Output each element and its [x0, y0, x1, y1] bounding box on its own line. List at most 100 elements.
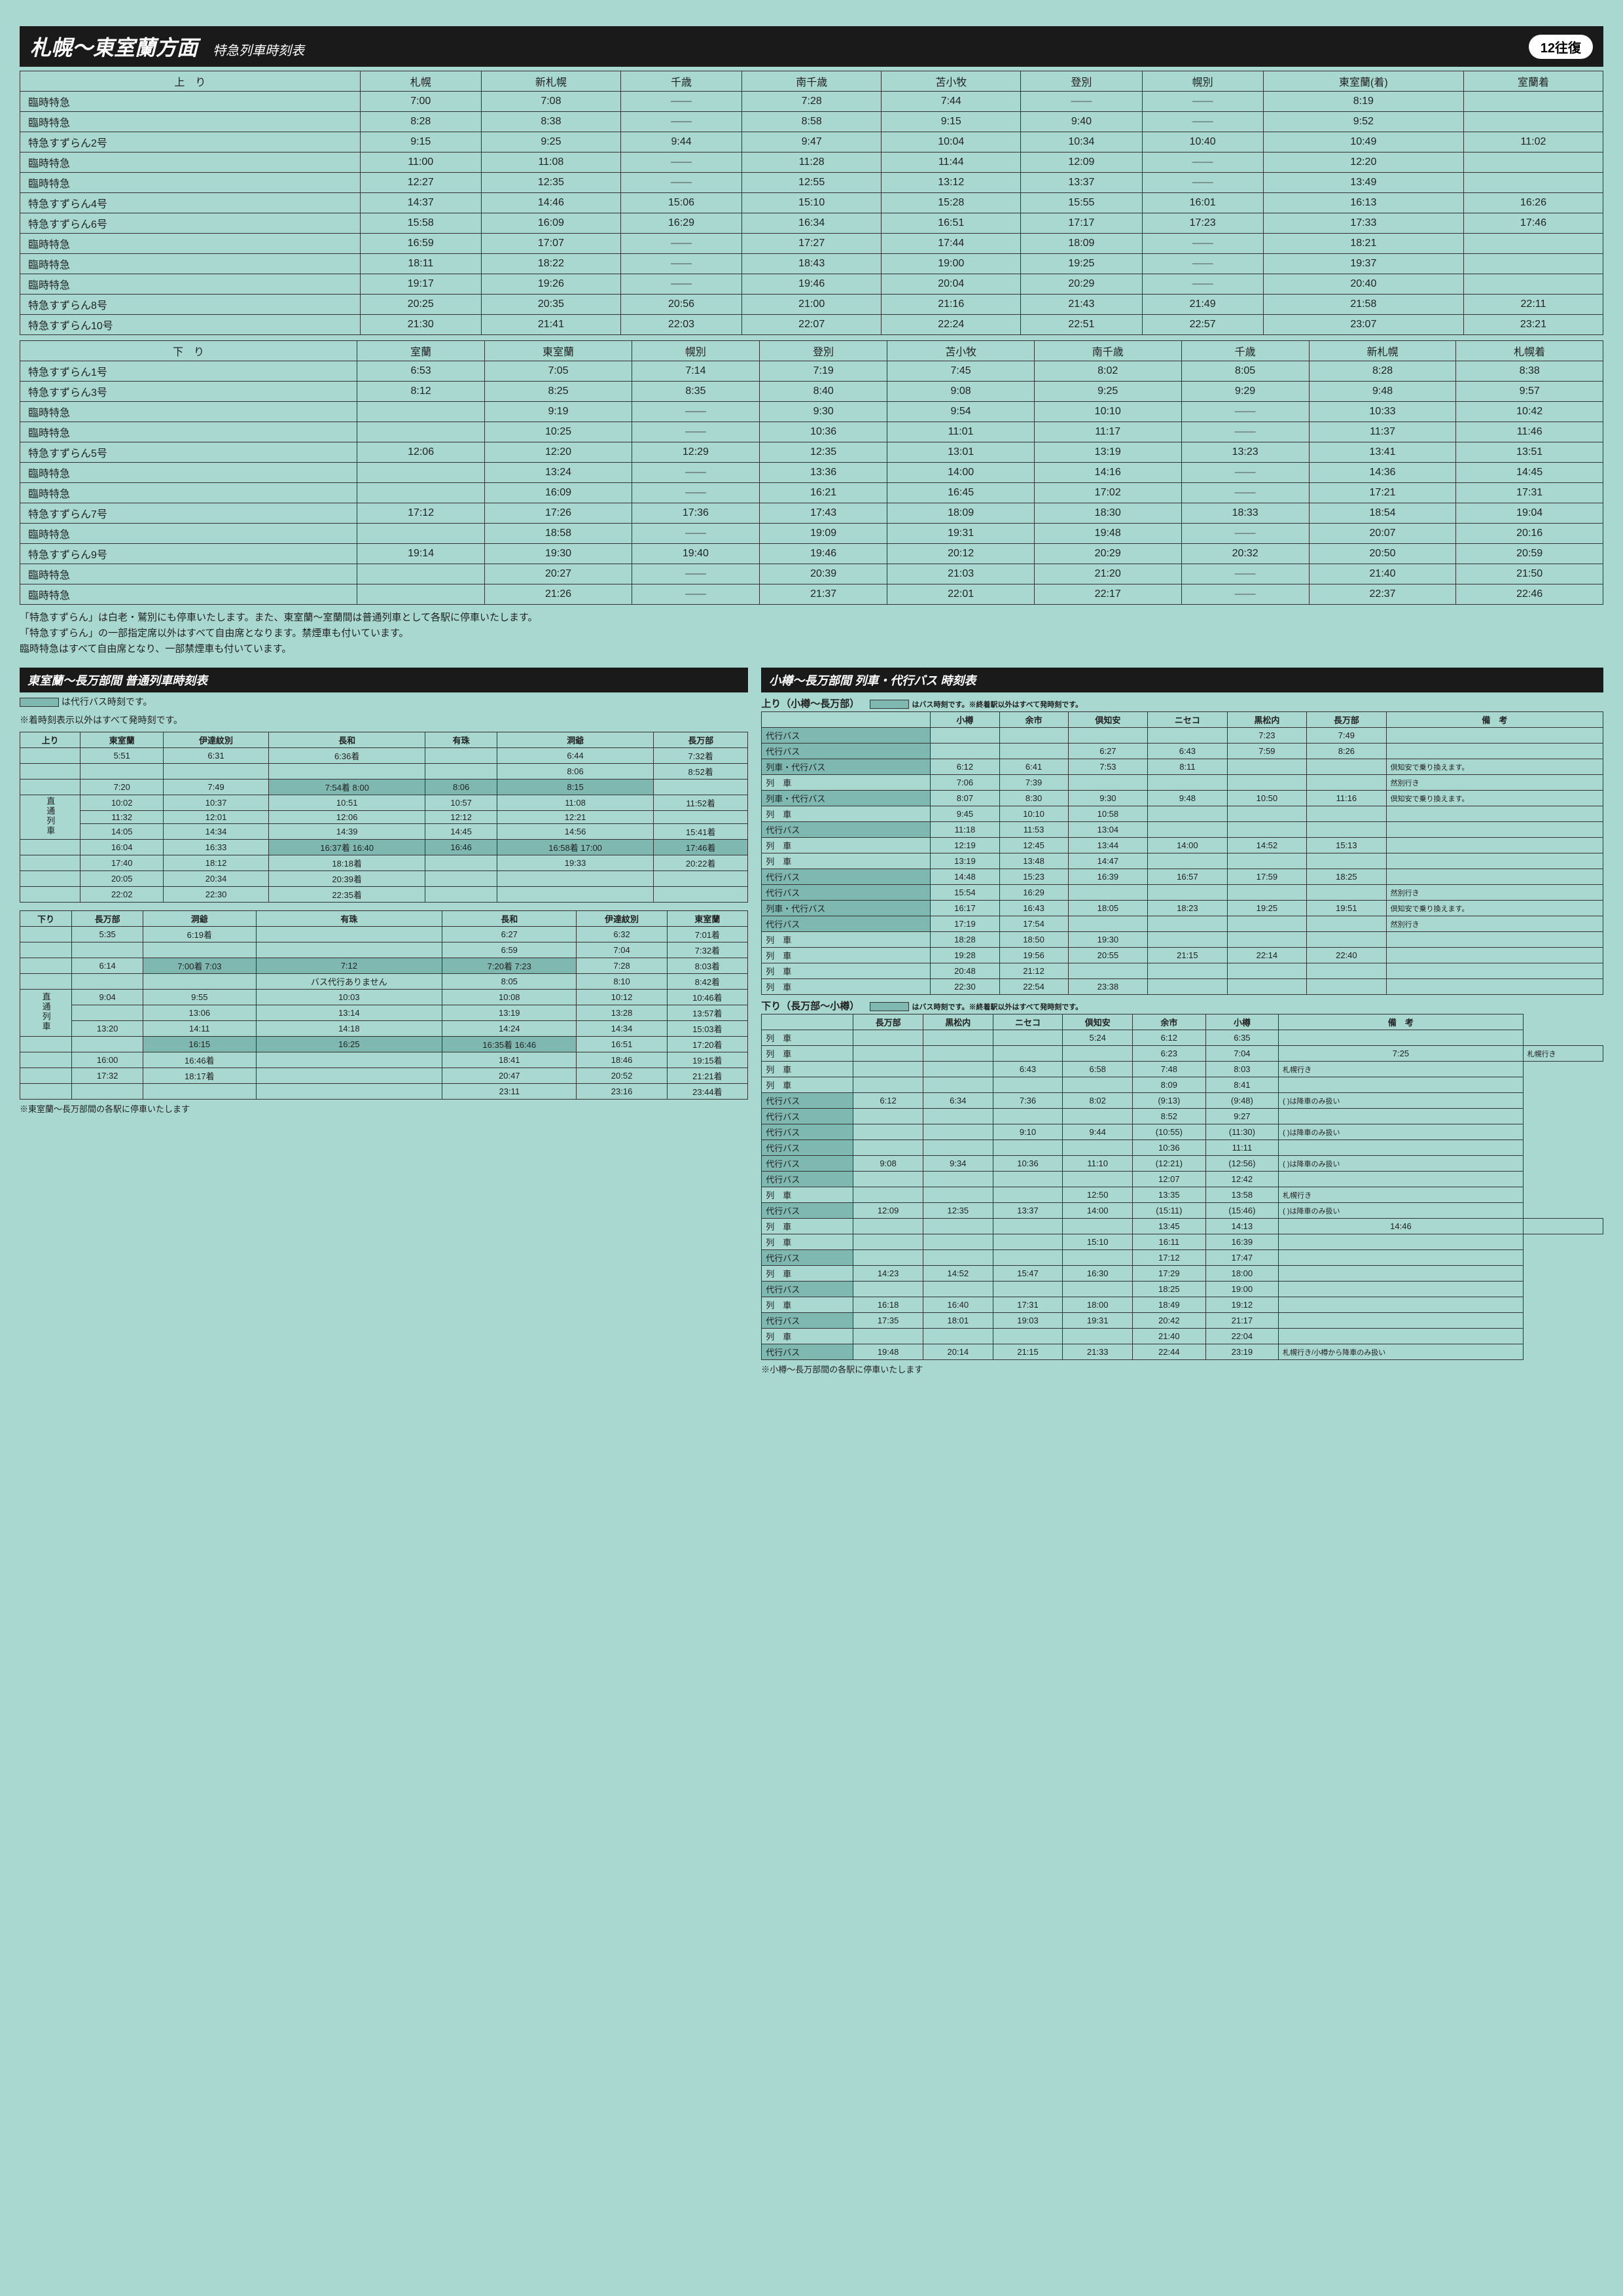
left-up-table: 上り東室蘭伊達紋別長和有珠洞爺長万部 5:516:316:36着6:447:32… — [20, 732, 748, 903]
time-cell — [993, 1187, 1063, 1203]
time-cell: 16:29 — [999, 885, 1068, 901]
time-cell — [425, 748, 497, 764]
time-cell: 14:46 — [481, 193, 620, 213]
time-cell: 8:25 — [485, 382, 632, 402]
time-cell: 12:09 — [1021, 152, 1142, 173]
time-cell — [425, 764, 497, 780]
time-cell: 16:40 — [923, 1297, 993, 1313]
time-cell: 22:37 — [1309, 584, 1456, 605]
time-cell: 19:31 — [1063, 1313, 1133, 1329]
station-header: 長万部 — [853, 1014, 923, 1030]
table-row: 列 車9:4510:1010:58 — [762, 806, 1603, 822]
time-cell: 19:46 — [742, 274, 882, 295]
time-cell: 12:45 — [999, 838, 1068, 853]
time-cell — [1279, 1250, 1524, 1266]
time-cell — [1307, 916, 1387, 932]
time-cell: 14:48 — [931, 869, 999, 885]
time-cell: 14:46 — [1279, 1219, 1524, 1234]
train-name-cell: 臨時特急 — [20, 402, 357, 422]
time-cell — [853, 1187, 923, 1203]
time-cell: 12:09 — [853, 1203, 923, 1219]
time-cell: 17:12 — [357, 503, 484, 524]
time-cell: 21:37 — [760, 584, 887, 605]
table-row: 20:0520:3420:39着 — [20, 871, 748, 887]
station-header: 室蘭 — [357, 341, 484, 361]
time-cell: 16:35着 16:46 — [442, 1037, 577, 1052]
station-header: 伊達紋別 — [164, 732, 269, 748]
table-row: 列 車8:098:41 — [762, 1077, 1603, 1093]
time-cell: 22:46 — [1456, 584, 1603, 605]
time-cell: 12:20 — [1263, 152, 1463, 173]
time-cell: 倶知安で乗り換えます。 — [1386, 791, 1603, 806]
time-cell: 22:57 — [1142, 315, 1263, 335]
time-cell: 13:24 — [485, 463, 632, 483]
time-cell: 8:12 — [357, 382, 484, 402]
time-cell: —— — [620, 152, 741, 173]
time-cell: 6:36着 — [269, 748, 425, 764]
time-cell — [993, 1046, 1063, 1062]
service-type-cell: 列 車 — [762, 1077, 853, 1093]
time-cell — [853, 1329, 923, 1344]
time-cell — [1148, 885, 1228, 901]
time-cell — [853, 1046, 923, 1062]
time-cell — [1307, 885, 1387, 901]
time-cell: 19:03 — [993, 1313, 1063, 1329]
time-cell: 20:42 — [1133, 1313, 1206, 1329]
time-cell: 18:11 — [360, 254, 481, 274]
time-cell — [357, 483, 484, 503]
time-cell: 18:12 — [164, 855, 269, 871]
time-cell: 22:03 — [620, 315, 741, 335]
time-cell: 14:00 — [1148, 838, 1228, 853]
time-cell: 19:51 — [1307, 901, 1387, 916]
time-cell: 23:44着 — [667, 1084, 748, 1100]
time-cell: 18:17着 — [143, 1068, 257, 1084]
time-cell: 10:04 — [882, 132, 1021, 152]
time-cell: 15:13 — [1307, 838, 1387, 853]
time-cell: 21:17 — [1205, 1313, 1279, 1329]
time-cell: 11:46 — [1456, 422, 1603, 442]
time-cell: 10:02 — [80, 795, 164, 811]
time-cell: 9:15 — [360, 132, 481, 152]
table-row: 列 車22:3022:5423:38 — [762, 979, 1603, 995]
time-cell: ( )は降車のみ扱い — [1279, 1093, 1524, 1109]
time-cell: 18:25 — [1133, 1282, 1206, 1297]
time-cell: 17:02 — [1034, 483, 1181, 503]
time-cell: 然別行き — [1386, 885, 1603, 901]
time-cell: 6:58 — [1063, 1062, 1133, 1077]
station-header: 南千歳 — [742, 71, 882, 92]
time-cell: 20:55 — [1068, 948, 1148, 963]
time-cell: 15:23 — [999, 869, 1068, 885]
time-cell: 19:33 — [497, 855, 653, 871]
table-row: バス代行ありません8:058:108:42着 — [20, 974, 748, 990]
train-name-cell: 臨時特急 — [20, 173, 361, 193]
time-cell: 7:36 — [993, 1093, 1063, 1109]
service-type-cell: 代行バス — [762, 1109, 853, 1124]
time-cell: 22:24 — [882, 315, 1021, 335]
station-header: 有珠 — [425, 732, 497, 748]
time-cell: 20:35 — [481, 295, 620, 315]
time-cell: 17:40 — [80, 855, 164, 871]
time-cell: 21:33 — [1063, 1344, 1133, 1360]
time-cell — [923, 1030, 993, 1046]
time-cell — [1307, 932, 1387, 948]
time-cell: 10:36 — [760, 422, 887, 442]
time-cell: 16:15 — [143, 1037, 257, 1052]
time-cell: 10:10 — [999, 806, 1068, 822]
table-row: 列 車6:237:047:25札幌行き — [762, 1046, 1603, 1062]
time-cell: 9:40 — [1021, 112, 1142, 132]
time-cell: 10:25 — [485, 422, 632, 442]
station-header: 東室蘭 — [80, 732, 164, 748]
time-cell: 21:15 — [993, 1344, 1063, 1360]
table-row: 13:2014:1114:1814:2414:3415:03着 — [20, 1021, 748, 1037]
station-header: 倶知安 — [1063, 1014, 1133, 1030]
time-cell — [654, 871, 748, 887]
time-cell: 14:18 — [256, 1021, 442, 1037]
time-cell: 18:22 — [481, 254, 620, 274]
time-cell — [1386, 853, 1603, 869]
left-down-table: 下り長万部洞爺有珠長和伊達紋別東室蘭 5:356:19着6:276:327:01… — [20, 910, 748, 1100]
service-type-cell: 代行バス — [762, 1140, 853, 1156]
time-cell: 6:14 — [72, 958, 143, 974]
time-cell — [853, 1219, 923, 1234]
table-row: 8:068:52着 — [20, 764, 748, 780]
time-cell: 6:34 — [923, 1093, 993, 1109]
